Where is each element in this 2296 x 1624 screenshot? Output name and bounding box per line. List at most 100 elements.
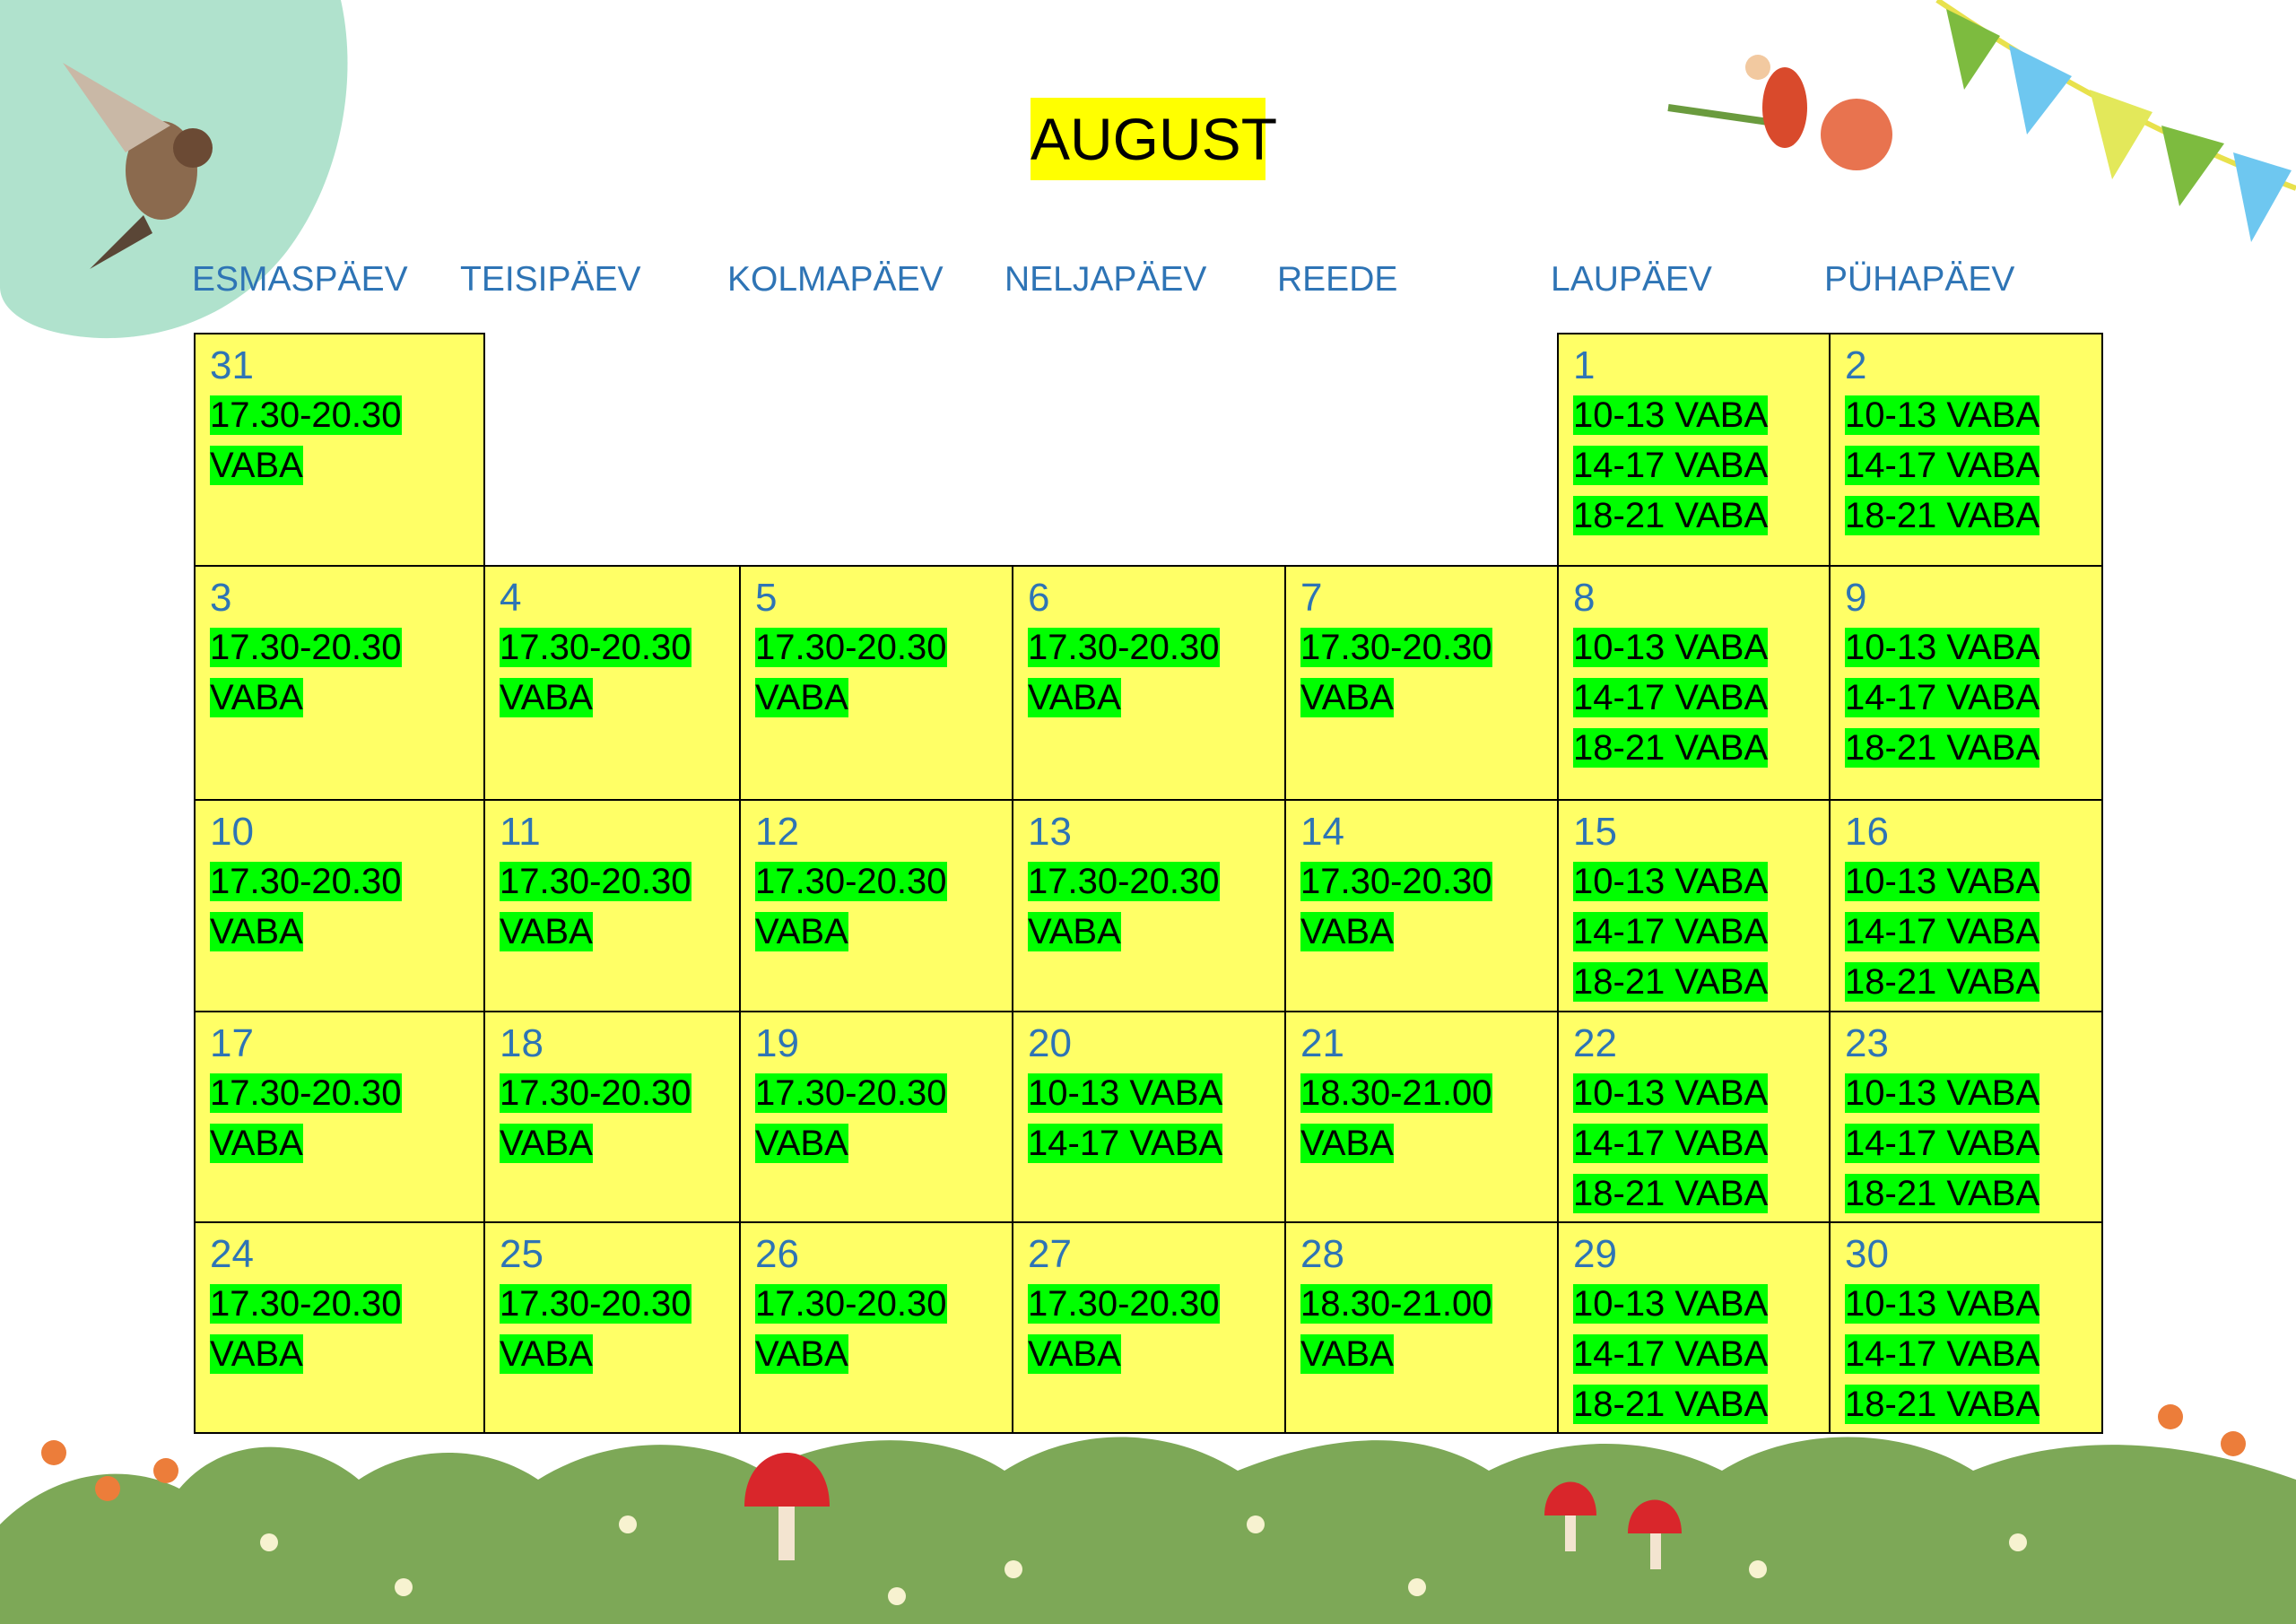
slot-line: VABA [1300,1329,1557,1379]
slot-line: 14-17 VABA [1845,907,2101,957]
slot-text: 14-17 VABA [1845,912,2040,951]
fairy [1667,55,1892,170]
slot-text: VABA [755,1124,848,1163]
day-number: 23 [1845,1021,1889,1065]
slot-text: 17.30-20.30 [1028,628,1220,667]
slot-line: 18-21 VABA [1845,957,2101,1007]
slot-line: VABA [755,1329,1012,1379]
weekday-header: LAUPÄEV [1551,260,1712,299]
day-number: 8 [1573,576,1596,620]
day-number: 20 [1028,1021,1072,1065]
slot-text: VABA [210,678,303,717]
slot-line: 14-17 VABA [1573,907,1829,957]
day-cell: 17 17.30-20.30 VABA [194,1011,485,1223]
day-cell: 27 17.30-20.30 VABA [1012,1221,1286,1434]
day-number: 4 [500,576,522,620]
slot-text: VABA [1028,1334,1121,1374]
weekday-header: KOLMAPÄEV [727,260,944,299]
slot-line: VABA [1300,907,1557,957]
slot-line: VABA [210,907,483,957]
slot-line: 17.30-20.30 [210,390,483,440]
slot-text: VABA [210,1124,303,1163]
slot-text: 14-17 VABA [1845,1124,2040,1163]
day-cell: 26 17.30-20.30 VABA [739,1221,1013,1434]
slot-text: 18-21 VABA [1573,728,1769,768]
slot-line: 17.30-20.30 [500,1068,739,1118]
day-number: 21 [1300,1021,1344,1065]
slot-text: 10-13 VABA [1845,628,2040,667]
slot-line: 17.30-20.30 [1300,856,1557,907]
slot-line: VABA [500,673,739,723]
slot-text: 18-21 VABA [1845,1385,2040,1424]
slot-text: 14-17 VABA [1845,1334,2040,1374]
slot-text: VABA [1028,678,1121,717]
day-number: 11 [500,810,541,854]
slot-text: 10-13 VABA [1845,1284,2040,1324]
slot-line: 14-17 VABA [1845,440,2101,491]
slot-line: 17.30-20.30 [755,622,1012,673]
slot-text: 10-13 VABA [1845,862,2040,901]
slot-text: 10-13 VABA [1573,628,1769,667]
slot-text: 17.30-20.30 [500,628,691,667]
slot-text: 17.30-20.30 [1028,862,1220,901]
slot-line: 18-21 VABA [1573,957,1829,1007]
slot-text: 17.30-20.30 [210,628,402,667]
slot-text: 14-17 VABA [1028,1124,1223,1163]
day-number: 26 [755,1232,799,1276]
slot-line: VABA [500,1118,739,1168]
day-cell: 19 17.30-20.30 VABA [739,1011,1013,1223]
slot-text: 14-17 VABA [1573,678,1769,717]
day-cell: 2 10-13 VABA 14-17 VABA 18-21 VABA [1829,333,2103,567]
slot-line: 18-21 VABA [1845,491,2101,541]
weekday-header: PÜHAPÄEV [1824,260,2015,299]
slot-text: 17.30-20.30 [1028,1284,1220,1324]
day-cell: 21 18.30-21.00 VABA [1284,1011,1559,1223]
day-number: 24 [210,1232,254,1276]
day-cell: 1 10-13 VABA 14-17 VABA 18-21 VABA [1557,333,1831,567]
slot-text: 18.30-21.00 [1300,1284,1492,1324]
slot-text: 14-17 VABA [1573,1124,1769,1163]
day-number: 1 [1573,343,1596,387]
bird [63,63,213,269]
slot-line: 18.30-21.00 [1300,1068,1557,1118]
slot-line: 18-21 VABA [1845,1168,2101,1219]
slot-line: VABA [500,907,739,957]
day-number: 22 [1573,1021,1617,1065]
day-cell: 13 17.30-20.30 VABA [1012,799,1286,1012]
slot-text: 18-21 VABA [1573,1174,1769,1213]
slot-text: 17.30-20.30 [755,862,947,901]
slot-text: 18-21 VABA [1573,496,1769,535]
flowers [260,1515,2027,1605]
slot-text: VABA [210,1334,303,1374]
slot-line: VABA [210,673,483,723]
slot-text: 18-21 VABA [1845,728,2040,768]
weekday-header: REEDE [1277,260,1398,299]
slot-line: 10-13 VABA [1845,622,2101,673]
slot-line: 17.30-20.30 [210,622,483,673]
slot-line: 14-17 VABA [1845,673,2101,723]
day-number: 27 [1028,1232,1072,1276]
slot-line: 14-17 VABA [1573,440,1829,491]
day-cell: 16 10-13 VABA 14-17 VABA 18-21 VABA [1829,799,2103,1012]
day-cell: 6 17.30-20.30 VABA [1012,565,1286,801]
slot-text: VABA [1028,912,1121,951]
slot-line: 17.30-20.30 [1028,856,1284,907]
day-cell: 25 17.30-20.30 VABA [483,1221,741,1434]
slot-line: 14-17 VABA [1845,1118,2101,1168]
slot-line: 10-13 VABA [1573,1068,1829,1118]
day-cell: 15 10-13 VABA 14-17 VABA 18-21 VABA [1557,799,1831,1012]
day-cell: 4 17.30-20.30 VABA [483,565,741,801]
slot-line: 18.30-21.00 [1300,1279,1557,1329]
day-cell: 5 17.30-20.30 VABA [739,565,1013,801]
day-number: 2 [1845,343,1867,387]
slot-text: VABA [1300,1334,1394,1374]
slot-line: 10-13 VABA [1028,1068,1284,1118]
title: AUGUST [1031,98,1277,180]
slot-line: 17.30-20.30 [500,1279,739,1329]
slot-line: 18-21 VABA [1573,1168,1829,1219]
slot-text: VABA [210,446,303,485]
slot-line: 18-21 VABA [1573,491,1829,541]
day-cell: 10 17.30-20.30 VABA [194,799,485,1012]
slot-line: 17.30-20.30 [210,856,483,907]
slot-line: 10-13 VABA [1845,1279,2101,1329]
